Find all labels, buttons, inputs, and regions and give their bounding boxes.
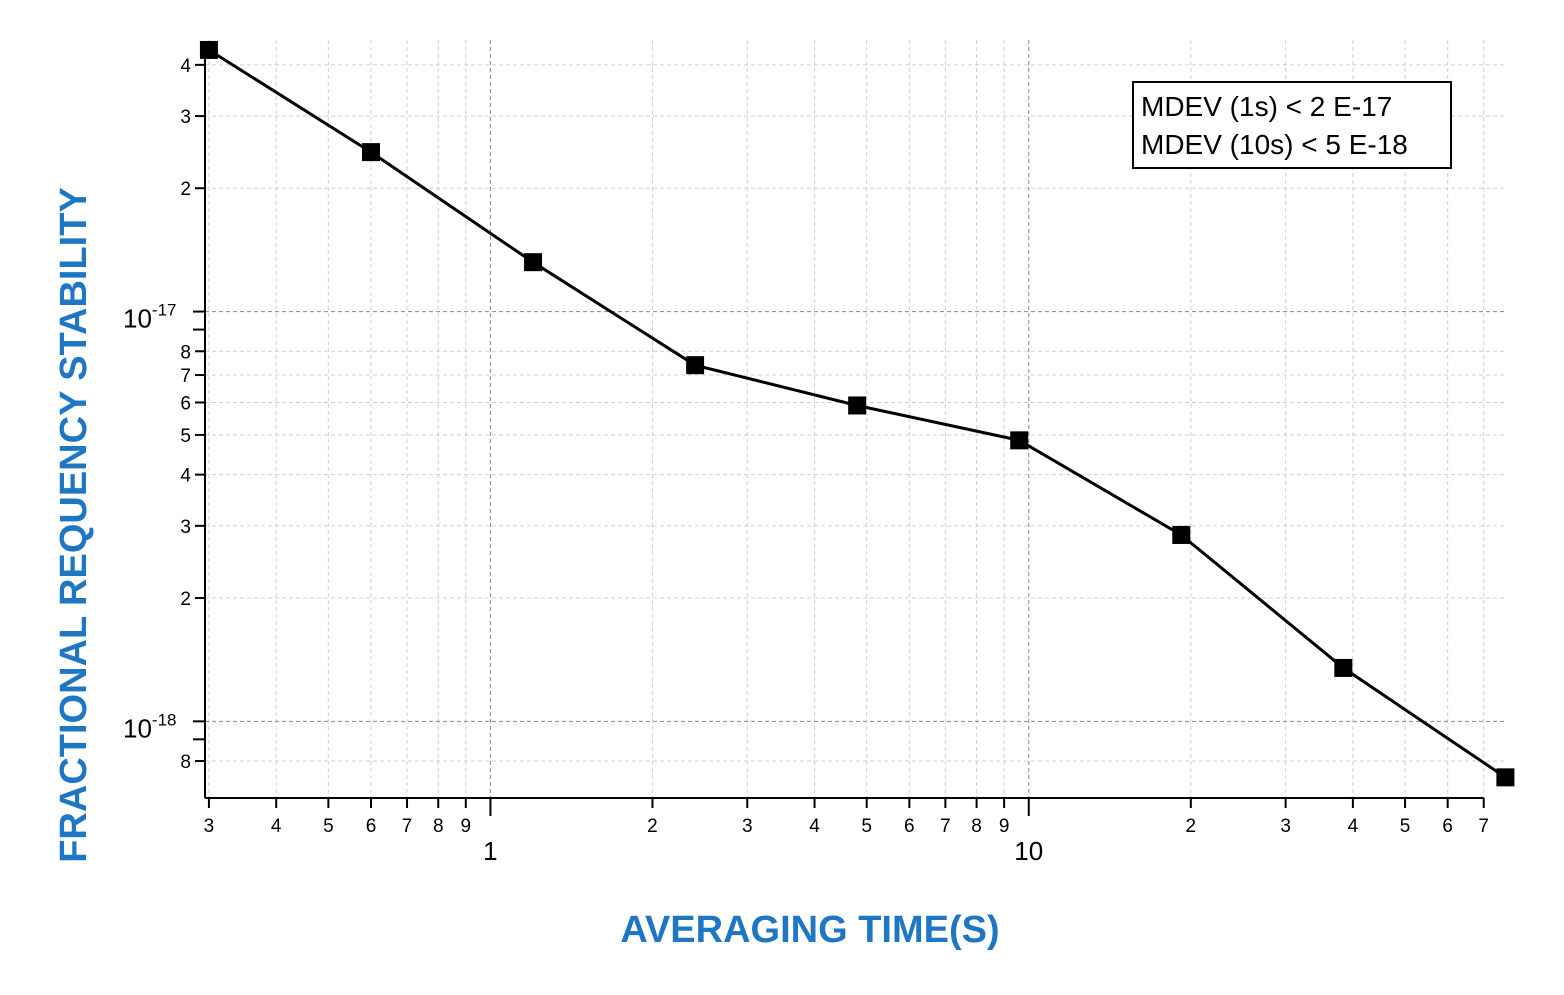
grid-lines	[205, 40, 1506, 798]
series	[199, 40, 1515, 787]
y-tick-label: 3	[180, 517, 191, 538]
annotation-line-1: MDEV (1s) < 2 E-17	[1141, 91, 1392, 122]
x-tick-label: 6	[366, 816, 377, 837]
y-decade-exponent: -17	[152, 301, 177, 320]
annotation-border	[1132, 81, 1452, 169]
y-tick-label: 4	[180, 466, 191, 487]
x-tick-label: 5	[1400, 816, 1411, 837]
y-tick-label: 3	[180, 107, 191, 128]
axes	[204, 44, 1484, 799]
x-ticks: 3 4 5 6 7 8 9 2 3 4 5 6 7 8 9 2 3 4 5 6 71 10	[204, 798, 1489, 866]
data-point-marker	[199, 40, 218, 59]
x-tick-label: 2	[1186, 816, 1197, 837]
x-decade-label: 1	[483, 836, 497, 866]
data-point-marker	[848, 396, 867, 415]
x-tick-label: 7	[940, 816, 951, 837]
x-tick-label: 5	[861, 816, 872, 837]
y-tick-label: 5	[180, 426, 191, 447]
x-tick-label: 8	[433, 816, 444, 837]
x-tick-label: 3	[204, 816, 215, 837]
data-point-marker	[524, 253, 543, 272]
x-tick-label: 6	[904, 816, 915, 837]
x-tick-label: 7	[1478, 816, 1489, 837]
data-point-marker	[686, 356, 705, 375]
x-tick-label: 5	[323, 816, 334, 837]
x-tick-label: 4	[271, 816, 282, 837]
x-axis-title: AVERAGING TIME(S)	[620, 909, 999, 951]
data-point-marker	[1496, 768, 1515, 787]
y-tick-label: 6	[180, 393, 191, 414]
y-tick-label: 8	[180, 752, 191, 773]
x-tick-label: 4	[809, 816, 820, 837]
x-tick-label: 2	[647, 816, 658, 837]
y-tick-label: 7	[180, 366, 191, 387]
data-point-marker	[1172, 525, 1191, 544]
data-point-marker	[1334, 658, 1353, 677]
x-tick-label: 6	[1442, 816, 1453, 837]
data-point-marker	[1010, 431, 1029, 450]
y-axis-title: FRACTIONAL REQUENCY STABILITY	[53, 187, 95, 863]
y-tick-label: 2	[180, 179, 191, 200]
y-tick-label: 2	[180, 589, 191, 610]
x-tick-label: 4	[1348, 816, 1359, 837]
annotation-line-2: MDEV (10s) < 5 E-18	[1141, 129, 1408, 160]
x-tick-label: 3	[742, 816, 753, 837]
x-decade-label: 10	[1014, 836, 1043, 866]
x-tick-label: 3	[1280, 816, 1291, 837]
annotation-box: MDEV (1s) < 2 E-17 MDEV (10s) < 5 E-18	[1132, 81, 1452, 169]
x-tick-label: 9	[999, 816, 1010, 837]
y-tick-label: 8	[180, 342, 191, 363]
y-tick-label: 4	[180, 56, 191, 77]
x-tick-label: 9	[460, 816, 471, 837]
x-tick-label: 8	[971, 816, 982, 837]
x-tick-label: 7	[402, 816, 413, 837]
data-point-marker	[361, 143, 380, 162]
y-decade-label: 10-17	[123, 301, 177, 334]
y-decade-exponent: -18	[152, 710, 177, 729]
y-decade-label: 10-18	[123, 710, 177, 743]
